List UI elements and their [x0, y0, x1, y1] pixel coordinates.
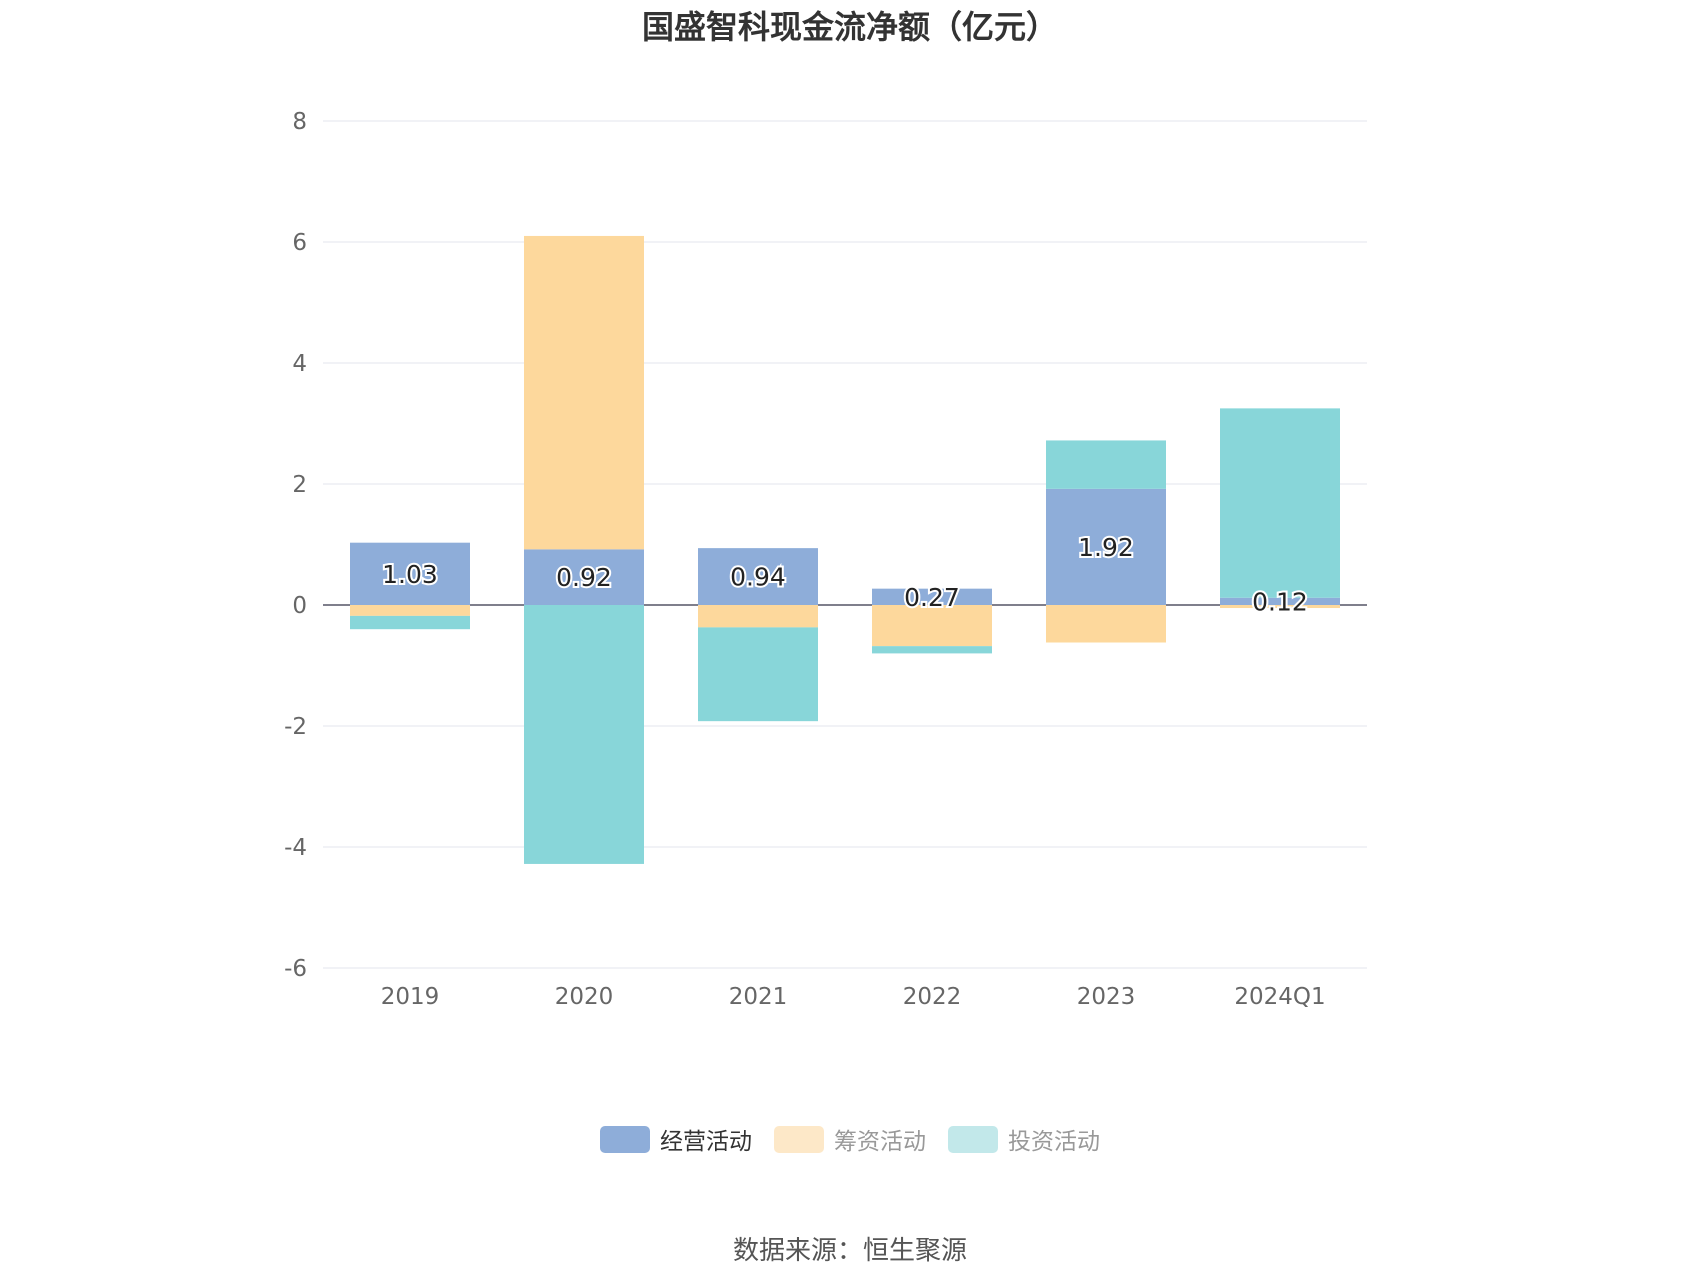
bar-segment-operating	[698, 548, 818, 605]
chart-title: 国盛智科现金流净额（亿元）	[641, 8, 1058, 46]
bar-segment-financing	[698, 605, 818, 628]
bar-segment-operating	[350, 542, 470, 605]
legend-item-investing[interactable]: 投资活动	[948, 1122, 1100, 1156]
bar-segment-financing	[872, 605, 992, 647]
legend-item-financing[interactable]: 筹资活动	[774, 1122, 926, 1156]
y-tick-label: 2	[292, 472, 307, 498]
legend-swatch-financing	[774, 1125, 824, 1153]
bar-segment-investing	[350, 615, 470, 630]
chart-plot: 8 6 4 2 0 -2 -4 -6 2019 2020 2021 2022 2023 2024Q1 1.0…	[284, 109, 1367, 1010]
y-tick-label: -6	[284, 956, 307, 982]
bar-segment-financing	[524, 235, 644, 550]
bar-segment-financing	[1220, 605, 1340, 609]
data-label: 1.03	[382, 560, 438, 589]
data-label: 0.92	[556, 563, 612, 592]
x-tick-label: 2020	[555, 984, 614, 1010]
y-tick-label: 4	[292, 351, 307, 377]
y-tick-label: 8	[292, 109, 307, 135]
bar-segment-investing	[1046, 440, 1166, 489]
bar-segment-financing	[350, 605, 470, 616]
x-tick-label: 2023	[1077, 984, 1136, 1010]
legend-item-operating[interactable]: 经营活动	[600, 1122, 752, 1156]
legend-swatch-operating	[600, 1125, 650, 1153]
bar-segment-investing	[872, 646, 992, 654]
data-source: 数据来源：恒生聚源	[732, 1236, 967, 1266]
legend-swatch-investing	[948, 1125, 998, 1153]
x-tick-label: 2019	[381, 984, 440, 1010]
legend: 经营活动 筹资活动 投资活动	[0, 1122, 1700, 1156]
legend-label-operating: 经营活动	[660, 1129, 752, 1155]
data-label: 1.92	[1078, 533, 1134, 562]
bar-segment-operating	[872, 588, 992, 605]
legend-label-investing: 投资活动	[1008, 1129, 1100, 1155]
bar-segment-operating	[1220, 597, 1340, 605]
y-tick-label: 6	[292, 230, 307, 256]
bar-segment-financing	[1046, 605, 1166, 643]
x-tick-label: 2024Q1	[1234, 984, 1325, 1010]
x-tick-label: 2021	[729, 984, 788, 1010]
bar-segment-operating	[1046, 488, 1166, 605]
data-label: 0.12	[1252, 587, 1308, 616]
data-label: 0.27	[904, 583, 960, 612]
bar-segment-operating	[524, 549, 644, 605]
y-tick-label: -4	[284, 835, 307, 861]
bar-segment-investing	[1220, 408, 1340, 598]
y-tick-label: 0	[292, 593, 307, 619]
bar-segment-investing	[698, 627, 818, 722]
x-tick-label: 2022	[903, 984, 962, 1010]
legend-label-financing: 筹资活动	[834, 1129, 926, 1155]
bar-segment-investing	[524, 605, 644, 864]
y-tick-label: -2	[284, 714, 307, 740]
data-label: 0.94	[730, 563, 786, 592]
